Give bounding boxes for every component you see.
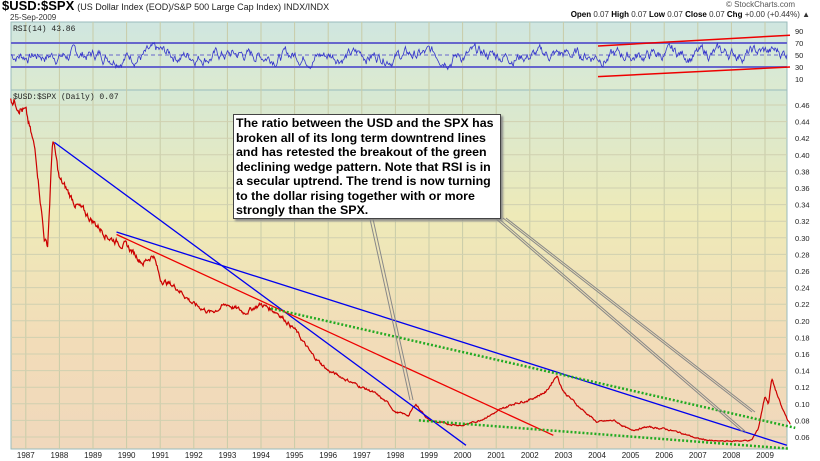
y-tick-label: 0.08 bbox=[795, 416, 810, 425]
symbol: $USD:$SPX bbox=[2, 0, 75, 13]
high-value: 0.07 bbox=[631, 10, 647, 19]
x-tick-label: 1988 bbox=[51, 451, 69, 460]
rsi-tick-label: 90 bbox=[795, 27, 803, 36]
y-tick-label: 0.40 bbox=[795, 151, 810, 160]
y-tick-label: 0.38 bbox=[795, 167, 810, 176]
rsi-tick-label: 70 bbox=[795, 39, 803, 48]
y-tick-label: 0.32 bbox=[795, 217, 810, 226]
price-line bbox=[10, 98, 791, 443]
y-tick-label: 0.36 bbox=[795, 184, 810, 193]
low-label: Low bbox=[649, 10, 666, 19]
y-tick-label: 0.18 bbox=[795, 333, 810, 342]
y-tick-label: 0.42 bbox=[795, 134, 810, 143]
x-tick-label: 1993 bbox=[219, 451, 237, 460]
annotation-textbox: The ratio between the USD and the SPX ha… bbox=[233, 114, 501, 219]
x-tick-label: 2004 bbox=[588, 451, 606, 460]
y-tick-label: 0.34 bbox=[795, 201, 810, 210]
chg-label: Chg bbox=[726, 10, 743, 19]
callout-pointer bbox=[494, 217, 744, 433]
y-tick-label: 0.16 bbox=[795, 350, 810, 359]
callout-pointer bbox=[497, 217, 747, 433]
high-label: High bbox=[611, 10, 629, 19]
callout-pointer bbox=[502, 217, 753, 413]
x-tick-label: 1999 bbox=[420, 451, 438, 460]
rsi-lower-channel bbox=[597, 66, 791, 78]
x-tick-label: 2002 bbox=[521, 451, 539, 460]
open-label: Open bbox=[570, 10, 592, 19]
trendline-blue-steep bbox=[53, 141, 467, 446]
chart-date: 25-Sep-2009 bbox=[10, 13, 57, 22]
callout-pointer bbox=[369, 218, 411, 401]
y-tick-label: 0.20 bbox=[795, 317, 810, 326]
y-tick-label: 0.44 bbox=[795, 118, 810, 127]
x-tick-label: 2001 bbox=[487, 451, 505, 460]
rsi-legend: RSI(14) 43.86 bbox=[13, 25, 76, 34]
ohlc-readout: Open 0.07 High 0.07 Low 0.07 Close 0.07 … bbox=[570, 10, 810, 19]
rsi-line bbox=[10, 41, 788, 71]
x-tick-label: 2006 bbox=[655, 451, 673, 460]
rsi-tick-label: 30 bbox=[795, 63, 803, 72]
symbol-description: (US Dollar Index (EOD)/S&P 500 Large Cap… bbox=[77, 2, 330, 12]
y-tick-label: 0.28 bbox=[795, 250, 810, 259]
x-tick-label: 1990 bbox=[118, 451, 136, 460]
y-tick-label: 0.14 bbox=[795, 367, 810, 376]
y-tick-label: 0.24 bbox=[795, 284, 810, 293]
trendline-blue-long bbox=[116, 231, 788, 446]
trendline-green-upper bbox=[270, 307, 796, 430]
y-tick-label: 0.26 bbox=[795, 267, 810, 276]
price-legend: $USD:$SPX (Daily) 0.07 bbox=[13, 93, 119, 102]
x-tick-label: 2000 bbox=[454, 451, 472, 460]
y-tick-label: 0.22 bbox=[795, 300, 810, 309]
rsi-tick-label: 50 bbox=[795, 51, 803, 60]
x-tick-label: 2003 bbox=[555, 451, 573, 460]
open-value: 0.07 bbox=[593, 10, 609, 19]
x-tick-label: 1995 bbox=[286, 451, 304, 460]
brand-watermark: © StockCharts.com bbox=[725, 0, 795, 9]
x-tick-label: 1994 bbox=[252, 451, 270, 460]
low-value: 0.07 bbox=[667, 10, 683, 19]
trendline-green-lower bbox=[418, 419, 789, 450]
x-tick-label: 2009 bbox=[756, 451, 774, 460]
y-tick-label: 0.12 bbox=[795, 383, 810, 392]
x-tick-label: 2007 bbox=[689, 451, 707, 460]
y-tick-label: 0.30 bbox=[795, 234, 810, 243]
close-label: Close bbox=[685, 10, 707, 19]
x-tick-label: 1989 bbox=[84, 451, 102, 460]
rsi-upper-channel bbox=[597, 34, 791, 47]
callout-pointer bbox=[505, 217, 756, 413]
x-tick-label: 1992 bbox=[185, 451, 203, 460]
x-tick-label: 1996 bbox=[319, 451, 337, 460]
callout-pointer bbox=[372, 218, 414, 401]
x-tick-label: 2008 bbox=[723, 451, 741, 460]
rsi-tick-label: 10 bbox=[795, 75, 803, 84]
x-tick-label: 2005 bbox=[622, 451, 640, 460]
trendline-red bbox=[116, 233, 554, 436]
y-tick-label: 0.06 bbox=[795, 433, 810, 442]
y-tick-label: 0.10 bbox=[795, 400, 810, 409]
x-tick-label: 1998 bbox=[387, 451, 405, 460]
chart-symbol-title: $USD:$SPX (US Dollar Index (EOD)/S&P 500 … bbox=[2, 0, 329, 12]
close-value: 0.07 bbox=[709, 10, 725, 19]
x-tick-label: 1997 bbox=[353, 451, 371, 460]
x-tick-label: 1991 bbox=[151, 451, 169, 460]
x-tick-label: 1987 bbox=[17, 451, 35, 460]
y-tick-label: 0.46 bbox=[795, 101, 810, 110]
chg-value: +0.00 (+0.44%) bbox=[744, 10, 800, 19]
